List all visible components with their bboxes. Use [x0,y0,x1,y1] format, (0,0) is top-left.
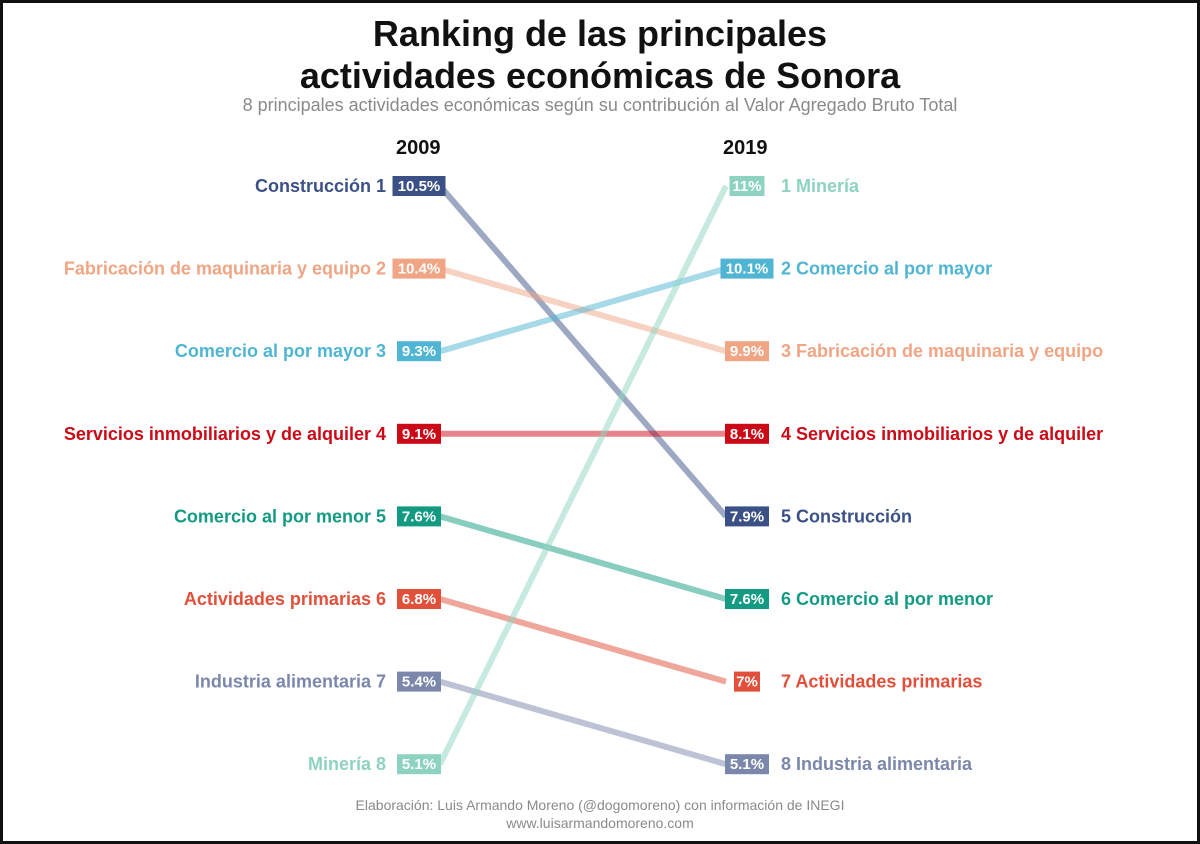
left-label-fabricacion-de-maquinaria-y-equipo: Fabricación de maquinaria y equipo 2 [64,259,386,279]
value-label-2019-actividades-primarias: 7% [736,674,758,691]
value-box-2009-fabricacion-de-maquinaria-y-equipo [392,258,446,279]
value-boxes: 10.5% 7.9% 10.4% 9.9% 9.3% 10.1% 9.1% 8.1% 7.6% 7… [392,176,774,775]
value-label-2009-actividades-primarias: 6.8% [402,591,436,608]
slope-lines [437,184,729,768]
right-label-construccion: 5 Construcción [781,506,912,526]
value-box-2019-comercio-al-por-mayor [720,258,774,279]
right-label-mineria: 1 Minería [781,176,860,196]
value-label-2009-mineria: 5.1% [402,756,436,773]
value-label-2009-fabricacion-de-maquinaria-y-equipo: 10.4% [398,261,441,278]
slope-line-actividades-primarias [439,596,727,685]
value-label-2019-comercio-al-por-mayor: 10.1% [726,261,769,278]
year-label-2019: 2019 [723,137,768,159]
right-label-comercio-al-por-menor: 6 Comercio al por menor [781,589,993,609]
chart-title-line-2: actividades económicas de Sonora [299,55,901,96]
left-label-servicios-inmobiliarios-y-de-alquiler: Servicios inmobiliarios y de alquiler 4 [64,424,386,444]
right-label-fabricacion-de-maquinaria-y-equipo: 3 Fabricación de maquinaria y equipo [781,341,1103,361]
value-label-2019-comercio-al-por-menor: 7.6% [730,591,764,608]
slope-line-comercio-al-por-menor [439,513,727,602]
left-label-actividades-primarias: Actividades primarias 6 [184,589,386,609]
value-box-2019-mineria [729,176,765,196]
value-label-2019-mineria: 11% [732,178,761,195]
value-box-2019-industria-alimentaria [725,754,769,775]
footer-website: www.luisarmandomoreno.com [506,815,694,831]
value-label-2009-servicios-inmobiliarios-y-de-alquiler: 9.1% [402,426,436,443]
year-label-2009: 2009 [396,137,441,159]
left-label-comercio-al-por-menor: Comercio al por menor 5 [174,506,386,526]
footer-credit: Elaboración: Luis Armando Moreno (@dogom… [355,797,845,813]
value-box-2009-comercio-al-por-menor [397,506,441,527]
right-label-industria-alimentaria: 8 Industria alimentaria [781,754,973,774]
value-box-2019-construccion [725,506,769,527]
value-box-2019-actividades-primarias [734,671,760,692]
value-box-2019-comercio-al-por-menor [725,589,769,609]
value-label-2009-construccion: 10.5% [398,178,441,195]
value-box-2019-servicios-inmobiliarios-y-de-alquiler [725,423,769,444]
value-label-2009-industria-alimentaria: 5.4% [402,674,436,691]
value-box-2009-actividades-primarias [397,589,441,609]
value-box-2009-servicios-inmobiliarios-y-de-alquiler [397,423,441,444]
right-label-actividades-primarias: 7 Actividades primarias [781,672,982,692]
value-box-2009-mineria [397,754,441,775]
left-label-comercio-al-por-mayor: Comercio al por mayor 3 [175,341,386,361]
left-label-construccion: Construcción 1 [255,176,386,196]
right-label-comercio-al-por-mayor: 2 Comercio al por mayor [781,259,992,279]
value-box-2019-fabricacion-de-maquinaria-y-equipo [725,341,769,362]
value-box-2009-industria-alimentaria [397,671,441,692]
value-label-2019-servicios-inmobiliarios-y-de-alquiler: 8.1% [730,426,764,443]
slope-line-construccion [437,184,729,519]
slope-line-mineria [437,184,729,766]
value-label-2019-fabricacion-de-maquinaria-y-equipo: 9.9% [730,343,764,360]
left-label-industria-alimentaria: Industria alimentaria 7 [195,672,386,692]
left-label-mineria: Minería 8 [308,754,386,774]
chart-title-line-1: Ranking de las principales [372,13,828,54]
right-label-servicios-inmobiliarios-y-de-alquiler: 4 Servicios inmobiliarios y de alquiler [781,424,1103,444]
chart-subtitle: 8 principales actividades económicas seg… [242,95,958,115]
value-label-2019-industria-alimentaria: 5.1% [730,756,764,773]
value-box-2009-comercio-al-por-mayor [397,341,441,362]
value-label-2019-construccion: 7.9% [730,508,764,525]
value-label-2009-comercio-al-por-menor: 7.6% [402,508,436,525]
value-box-2009-construccion [392,176,446,196]
slope-line-industria-alimentaria [439,678,727,768]
value-label-2009-comercio-al-por-mayor: 9.3% [402,343,436,360]
category-labels: Construcción 1 5 Construcción Fabricación … [64,176,1103,774]
